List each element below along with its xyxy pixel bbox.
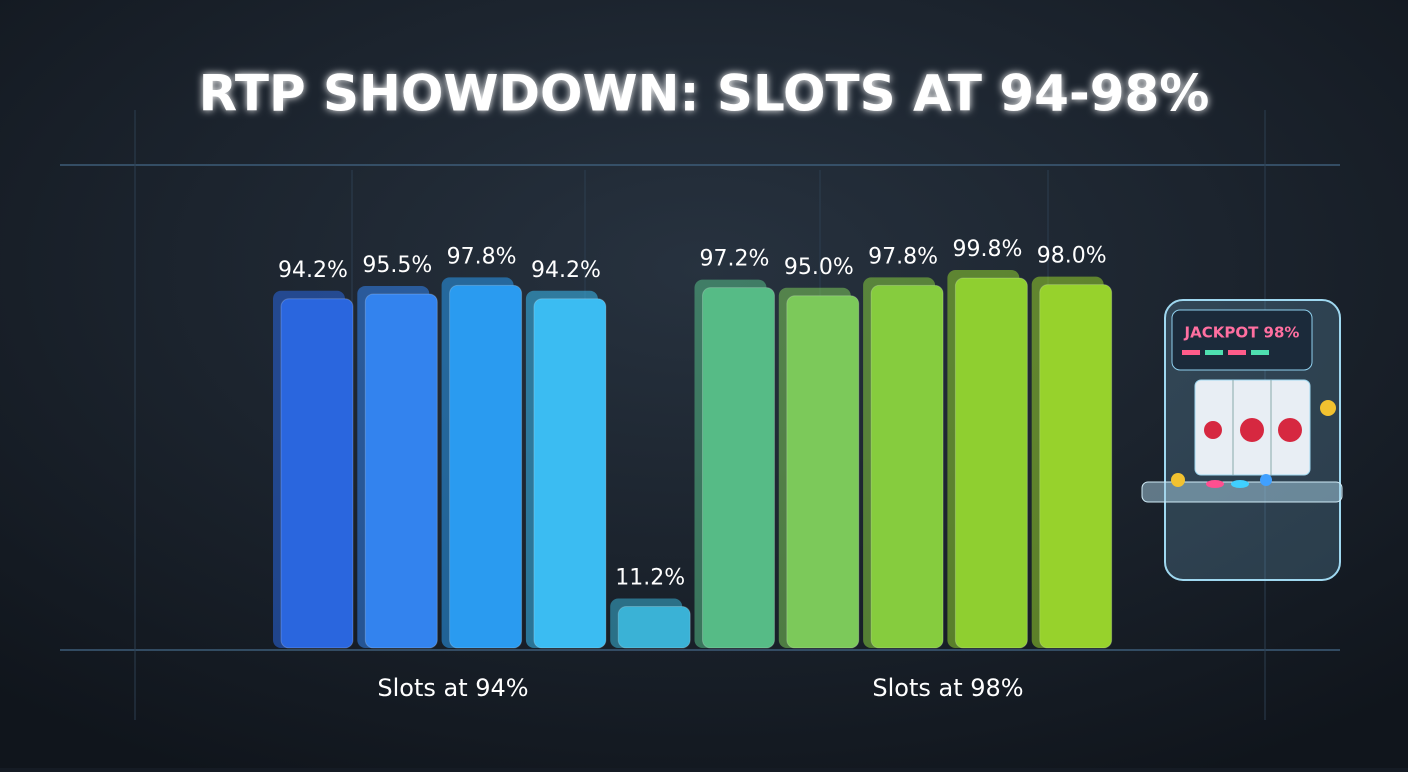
bar bbox=[954, 277, 1028, 649]
value-label: 97.8% bbox=[447, 244, 517, 269]
value-label: 97.8% bbox=[868, 244, 938, 269]
decor bbox=[1251, 350, 1269, 355]
reel-symbol bbox=[1278, 418, 1302, 442]
value-label: 11.2% bbox=[615, 565, 685, 590]
button bbox=[1206, 480, 1224, 488]
decor bbox=[1228, 350, 1246, 355]
bar bbox=[449, 284, 523, 649]
value-label: 97.2% bbox=[700, 247, 770, 272]
button bbox=[1231, 480, 1249, 488]
bar bbox=[1039, 284, 1113, 649]
button bbox=[1171, 473, 1185, 487]
bar bbox=[870, 284, 944, 649]
bar bbox=[280, 298, 354, 649]
chart-title: RTP SHOWDOWN: SLOTS AT 94-98% bbox=[199, 65, 1210, 123]
cherry bbox=[1204, 421, 1222, 439]
decor bbox=[1205, 350, 1223, 355]
value-label: 98.0% bbox=[1037, 244, 1107, 269]
button bbox=[1260, 474, 1272, 486]
group-label: Slots at 98% bbox=[872, 674, 1023, 702]
decor bbox=[1182, 350, 1200, 355]
value-label: 94.2% bbox=[531, 258, 601, 283]
slot-machine: JACKPOT 98% bbox=[1141, 299, 1343, 581]
value-label: 95.5% bbox=[362, 253, 432, 278]
value-label: 99.8% bbox=[952, 237, 1022, 262]
bar bbox=[364, 293, 438, 649]
bar bbox=[617, 605, 691, 649]
bar bbox=[786, 295, 860, 649]
value-label: 94.2% bbox=[278, 258, 348, 283]
value-label: 95.0% bbox=[784, 255, 854, 280]
jackpot-text: JACKPOT 98% bbox=[1184, 324, 1300, 342]
bar bbox=[533, 298, 607, 649]
group-label: Slots at 94% bbox=[377, 674, 528, 702]
lever bbox=[1320, 400, 1336, 416]
bar bbox=[702, 287, 775, 649]
reel-symbol bbox=[1240, 418, 1264, 442]
